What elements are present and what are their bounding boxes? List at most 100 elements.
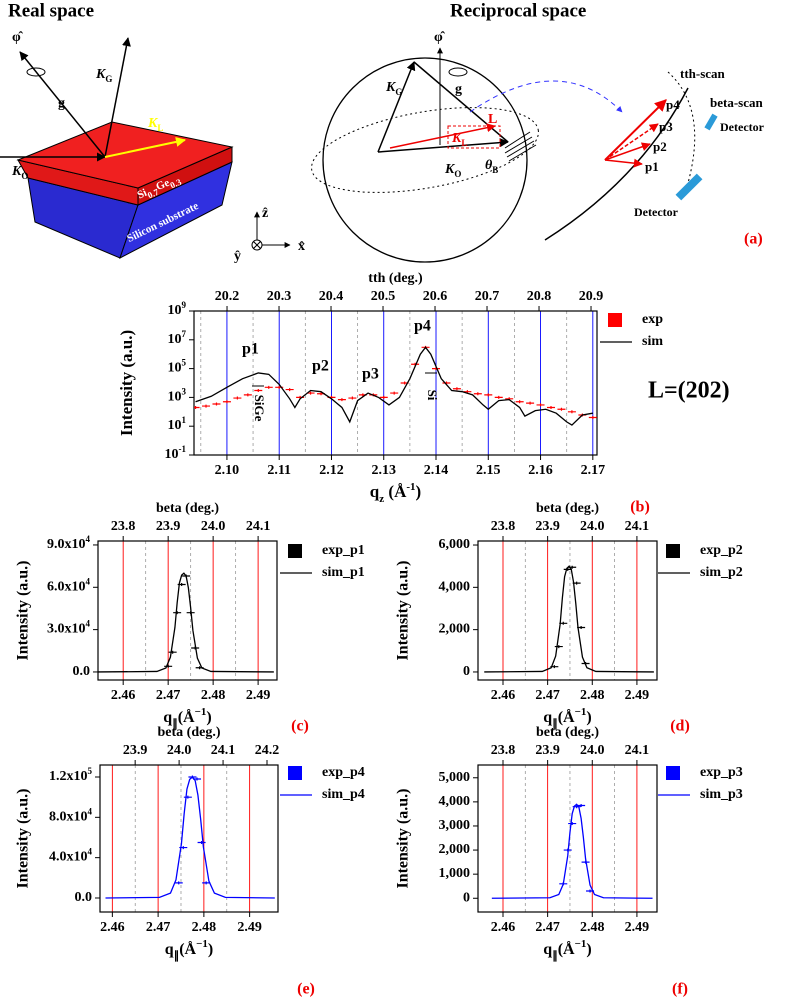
sim-line: [491, 803, 653, 899]
x-tick-label: 2.48: [201, 688, 226, 703]
y-tick-label-text: 2,000: [439, 842, 471, 857]
annotation: p1: [242, 341, 259, 358]
chart-panel: exp_p4 sim_p4 beta (deg.) q∥(Å−1) Intensity …: [15, 725, 365, 997]
y-tick-label: 4.0x104: [49, 847, 93, 865]
annotation: L=(202): [648, 378, 730, 404]
x-tick-label: 2.47: [535, 688, 560, 703]
detector-bottom: [675, 173, 703, 201]
kl-sub: L: [157, 123, 163, 133]
legend-label: exp: [642, 312, 663, 327]
kg-label: KG: [385, 80, 402, 97]
exp-point: [577, 803, 586, 807]
y-tick-label: 0: [463, 890, 470, 905]
kg-main: K: [95, 67, 107, 82]
kl-main: K: [451, 131, 463, 146]
x-tick-label: 2.47: [156, 688, 181, 703]
ko-main: K: [11, 164, 23, 179]
ko-main: K: [444, 162, 456, 177]
x2-tick-label: 24.2: [255, 743, 280, 758]
y-axis: [251, 239, 263, 251]
x2-tick-label-text: 24.0: [167, 743, 192, 758]
y-axis-title: Intensity (a.u.): [117, 330, 136, 436]
phi-arrow: [19, 51, 106, 158]
legend-label: exp_p3: [700, 765, 743, 780]
sim-line: [98, 572, 274, 673]
annotation: p2: [312, 358, 329, 375]
panel-label: (f): [672, 981, 688, 998]
legend-label: sim_p1: [322, 565, 365, 580]
kg-sub: G: [105, 74, 112, 84]
x-title-sup: −1: [575, 938, 587, 950]
chart-panel: exp_p3 sim_p3 beta (deg.) q∥(Å−1) Intensity …: [395, 725, 743, 997]
y-tick-label-text: 9.0x10: [47, 537, 86, 552]
y-tick-label: 8.0x104: [49, 806, 93, 824]
x2-tick-label: 23.9: [156, 519, 181, 534]
plot-frame: [99, 764, 279, 913]
p2-arrow: [604, 142, 651, 161]
y-tick-label: 10-1: [165, 444, 187, 462]
x-title-close: ): [416, 482, 422, 501]
y-tick-label: 2,000: [439, 842, 471, 857]
y-tick-label: 109: [168, 300, 187, 318]
x-title-sup: −1: [195, 706, 207, 718]
exp-point: [233, 396, 242, 400]
x-tick-label: 2.14: [424, 463, 449, 478]
p1-label: p1: [645, 159, 659, 174]
legend-label: sim_p4: [322, 787, 365, 802]
y-tick-label-exp: 5: [88, 766, 93, 776]
chart-panel: exp_p2 sim_p2 beta (deg.) q∥(Å−1) Intensity …: [395, 501, 743, 734]
x2-tick-label: 20.3: [267, 289, 292, 304]
legend-swatch: [288, 544, 302, 558]
x2-tick-label: 20.4: [319, 289, 344, 304]
y-tick-label: 9.0x104: [47, 534, 91, 552]
x2-tick-label: 23.9: [123, 743, 148, 758]
exp-point: [243, 393, 252, 397]
panel-label: (b): [630, 499, 650, 516]
y-tick-label-text: 5,000: [439, 770, 471, 785]
exp-point: [484, 393, 493, 397]
x2-tick-label: 23.8: [111, 519, 136, 534]
ko-arrow: [377, 138, 509, 153]
legend-swatch: [666, 544, 680, 558]
x2-axis-title: beta (deg.): [536, 501, 599, 516]
annotation: Si: [425, 390, 440, 401]
x-tick-label: 2.10: [215, 463, 240, 478]
exp-point: [264, 385, 273, 389]
y-tick-label: 5,000: [439, 770, 471, 785]
x-axis-title: q∥(Å−1): [543, 706, 591, 730]
exp-point: [557, 407, 566, 411]
g-label: g: [58, 96, 65, 111]
x-title-q: q: [543, 709, 552, 726]
x-title-sub: ∥: [172, 718, 178, 730]
x-axis-title: q∥(Å−1): [165, 938, 213, 962]
tth-scan-label: tth-scan: [680, 66, 726, 81]
x2-tick-label: 20.6: [423, 289, 448, 304]
exp-point: [536, 403, 545, 407]
x-tick-label: 2.46: [111, 688, 136, 703]
x-title-sub: ∥: [552, 950, 558, 962]
exp-point: [547, 405, 556, 409]
kg-arrow: [104, 37, 131, 158]
y-tick-label-text: 1.2x10: [49, 769, 88, 784]
y-tick-label-text: 2,000: [439, 622, 471, 637]
y-tick-label: 107: [168, 329, 187, 347]
beta-scan-label: beta-scan: [710, 95, 763, 110]
exp-point: [563, 567, 572, 571]
legend-label: exp_p2: [700, 543, 743, 558]
y-tick-label-text: 10: [168, 303, 182, 318]
x2-tick-label: 23.8: [491, 743, 516, 758]
z-label: ẑ: [262, 206, 268, 221]
exp-point: [212, 402, 221, 406]
x-axis-title: q∥(Å−1): [163, 706, 211, 730]
annotation: SiGe: [252, 395, 267, 422]
x-tick-label: 2.46: [100, 920, 125, 935]
x-title-unit: (Å: [178, 708, 195, 726]
y-tick-label: 0: [463, 664, 470, 679]
y-tick-label: 0.0: [73, 664, 91, 679]
y-tick-label-text: 10: [168, 390, 182, 405]
exp-point: [183, 795, 192, 799]
detector-label: Detector: [720, 120, 765, 134]
x-title-close: ): [586, 941, 591, 958]
